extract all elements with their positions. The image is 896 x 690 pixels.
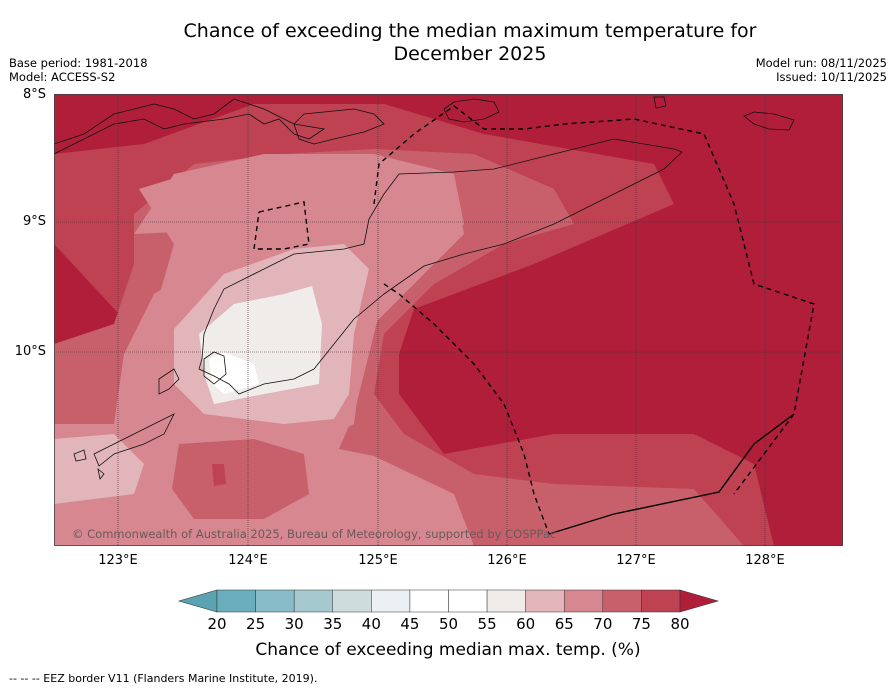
white-outline bbox=[203, 351, 227, 385]
title-line-1: Chance of exceeding the median maximum t… bbox=[183, 20, 757, 42]
colorbar-tick-label: 60 bbox=[516, 615, 535, 633]
colorbar-swatch bbox=[255, 589, 295, 613]
small-island-2 bbox=[97, 467, 105, 480]
colorbar-extend-low bbox=[177, 589, 218, 613]
wetar-coast bbox=[443, 98, 500, 123]
map-title: Chance of exceeding the median maximum t… bbox=[0, 20, 896, 66]
colorbar-tick-label: 80 bbox=[670, 615, 689, 633]
lon-label-127e: 127°E bbox=[616, 553, 656, 568]
east-islands bbox=[743, 111, 795, 131]
map-credit: © Commonwealth of Australia 2025, Bureau… bbox=[72, 527, 557, 541]
title-line-2: December 2025 bbox=[393, 43, 547, 65]
eez-north bbox=[373, 105, 815, 495]
lat-label-10s: 10°S bbox=[14, 344, 46, 359]
lon-label-126e: 126°E bbox=[487, 553, 527, 568]
colorbar-swatch bbox=[371, 589, 411, 613]
colorbar-tick-label: 30 bbox=[285, 615, 304, 633]
colorbar-swatch bbox=[332, 589, 372, 613]
model-run: Model run: 08/11/2025 bbox=[755, 56, 887, 70]
meta-right: Model run: 08/11/2025 Issued: 10/11/2025 bbox=[756, 56, 887, 84]
colorbar-tick-label: 50 bbox=[439, 615, 458, 633]
issued-date: Issued: 10/11/2025 bbox=[776, 70, 887, 84]
colorbar-tick-label: 70 bbox=[593, 615, 612, 633]
colorbar-tick-label: 75 bbox=[632, 615, 651, 633]
colorbar-swatch bbox=[486, 589, 526, 613]
colorbar-tick-label: 45 bbox=[400, 615, 419, 633]
colorbar-extend-high bbox=[679, 589, 720, 613]
model-name: Model: ACCESS-S2 bbox=[9, 70, 116, 84]
contour-50 bbox=[209, 352, 259, 394]
colorbar-swatch bbox=[525, 589, 565, 613]
colorbar-swatch bbox=[602, 589, 642, 613]
lon-label-128e: 128°E bbox=[745, 553, 785, 568]
timor-coast bbox=[198, 138, 683, 395]
colorbar-tick-label: 20 bbox=[207, 615, 226, 633]
gridlines bbox=[54, 94, 843, 546]
contour-75-south bbox=[212, 464, 226, 486]
colorbar-swatch bbox=[409, 589, 449, 613]
eez-borders bbox=[253, 105, 815, 535]
colorbar-swatch bbox=[564, 589, 604, 613]
colorbar-tick-label: 55 bbox=[478, 615, 497, 633]
colorbar-tick-label: 35 bbox=[323, 615, 342, 633]
eez-footnote: -- -- -- EEZ border V11 (Flanders Marine… bbox=[9, 672, 318, 685]
colorbar-ticks: 20 25 30 35 40 45 50 55 60 65 70 75 80 bbox=[207, 615, 689, 633]
rote-coast bbox=[158, 368, 180, 395]
lon-label-125e: 125°E bbox=[358, 553, 398, 568]
colorbar-swatch bbox=[641, 589, 681, 613]
forecast-map bbox=[54, 94, 843, 546]
meta-left: Base period: 1981-2018 Model: ACCESS-S2 bbox=[9, 56, 148, 84]
lat-label-9s: 9°S bbox=[22, 214, 46, 229]
colorbar-swatches bbox=[177, 589, 720, 613]
eez-west bbox=[253, 201, 310, 250]
lon-label-124e: 124°E bbox=[228, 553, 268, 568]
colorbar-label: Chance of exceeding median max. temp. (%… bbox=[255, 640, 641, 660]
sumba-coast bbox=[73, 449, 87, 462]
lat-label-8s: 8°S bbox=[22, 87, 46, 102]
coastlines bbox=[54, 96, 795, 480]
contour-70-south bbox=[172, 439, 309, 519]
flores-coast bbox=[54, 98, 326, 155]
alor-coast bbox=[293, 108, 385, 145]
colorbar-swatch bbox=[216, 589, 256, 613]
colorbar-tick-label: 65 bbox=[555, 615, 574, 633]
lon-label-123e: 123°E bbox=[98, 553, 138, 568]
colorbar-tick-label: 40 bbox=[362, 615, 381, 633]
eez-inner bbox=[383, 283, 550, 535]
eez-solid bbox=[548, 413, 795, 535]
colorbar-swatch bbox=[448, 589, 488, 613]
colorbar-tick-label: 25 bbox=[246, 615, 265, 633]
colorbar: 20 25 30 35 40 45 50 55 60 65 70 75 80 bbox=[177, 589, 720, 633]
map-frame bbox=[54, 94, 843, 546]
colorbar-swatch bbox=[293, 589, 333, 613]
small-island-1 bbox=[653, 96, 667, 109]
savu-coast bbox=[93, 413, 175, 467]
base-period: Base period: 1981-2018 bbox=[9, 56, 148, 70]
